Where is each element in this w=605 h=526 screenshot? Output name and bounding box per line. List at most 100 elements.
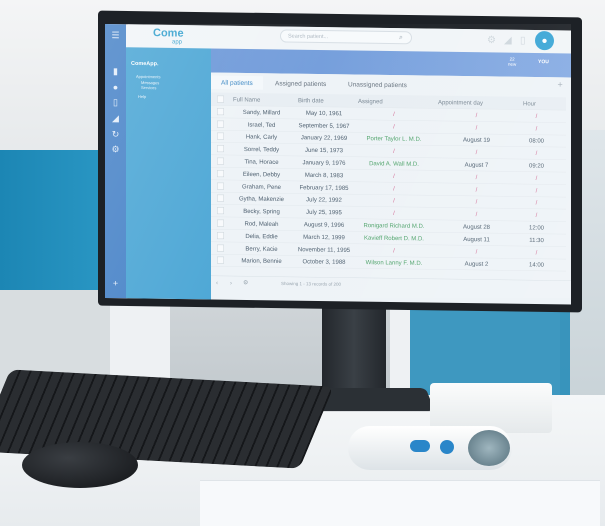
table-cell: Sandy, Millard	[242, 108, 281, 116]
table-cell: August 19	[462, 136, 491, 144]
table-cell: Becky, Spring	[243, 207, 280, 216]
table-cell: Tina, Horace	[244, 157, 279, 166]
file-icon[interactable]: ▯	[113, 97, 118, 108]
table-cell: November 11, 1995	[297, 245, 351, 254]
select-all-checkbox[interactable]	[217, 95, 224, 103]
add-tab-icon[interactable]: +	[557, 79, 563, 90]
table-cell: /	[535, 124, 538, 132]
table-cell: Porter Taylor L. M.D.	[366, 134, 422, 143]
sidebar-item-appointments[interactable]: Appointments	[136, 74, 161, 80]
row-checkbox[interactable]	[217, 244, 224, 252]
table-cell: /	[535, 149, 538, 157]
refresh-icon[interactable]: ↻	[111, 129, 120, 140]
row-checkbox[interactable]	[217, 256, 224, 264]
table-cell: /	[393, 184, 395, 192]
table-cell: /	[393, 172, 395, 180]
row-checkbox[interactable]	[217, 231, 224, 240]
table-cell: May 10, 1961	[305, 109, 343, 117]
table-cell: /	[393, 209, 395, 217]
row-checkbox[interactable]	[217, 182, 224, 190]
document-icon[interactable]: ▯	[520, 34, 526, 46]
white-box	[430, 383, 552, 433]
table-cell: June 15, 1973	[304, 146, 344, 154]
sidebar-item-messages[interactable]: Messages	[141, 80, 160, 86]
avatar[interactable]: ●	[535, 31, 554, 51]
signal-icon[interactable]: ◢	[504, 34, 512, 46]
row-checkbox[interactable]	[217, 170, 224, 178]
column-header[interactable]: Full Name	[233, 95, 261, 103]
table-cell: /	[393, 246, 395, 254]
row-checkbox[interactable]	[217, 207, 224, 215]
table-cell: 14:00	[528, 261, 545, 269]
logo-sub: app	[172, 37, 183, 46]
thermometer-button	[410, 440, 430, 452]
table-cell: Gytha, Makenzie	[238, 195, 285, 203]
menu-icon[interactable]: ☰	[111, 30, 120, 41]
column-header[interactable]: Hour	[523, 99, 537, 107]
table-cell: /	[535, 112, 538, 120]
table-cell: Berry, Kacie	[245, 244, 278, 253]
table-cell: /	[475, 148, 478, 156]
row-checkbox[interactable]	[217, 120, 224, 128]
settings-icon[interactable]: ⚙	[111, 144, 120, 155]
table-cell: /	[393, 122, 395, 130]
chart-icon[interactable]: ◢	[112, 113, 119, 124]
table-cell: Rod, Maleah	[244, 219, 279, 228]
thermometer-sensor	[468, 430, 510, 466]
sidebar-panel	[126, 47, 211, 300]
table-cell: Wilson Lanny F. M.D.	[365, 258, 423, 267]
search-icon[interactable]: ⌕	[399, 32, 403, 41]
table-cell: Marion, Bennie	[241, 257, 282, 265]
row-checkbox[interactable]	[217, 145, 224, 153]
row-checkbox[interactable]	[217, 132, 224, 140]
table-cell: /	[475, 248, 478, 256]
table-cell: August 2	[464, 260, 489, 268]
add-icon[interactable]: +	[112, 278, 119, 289]
table-cell: August 9, 1996	[303, 220, 345, 229]
column-header[interactable]: Assigned	[358, 97, 383, 105]
records-status: Showing 1 - 13 records of 200	[281, 280, 342, 287]
table-cell: October 3, 1988	[302, 257, 346, 266]
column-header[interactable]: Appointment day	[438, 98, 484, 107]
column-header[interactable]: Birth date	[298, 96, 324, 104]
table-cell: /	[475, 186, 478, 194]
table-cell: August 7	[464, 161, 489, 169]
table-cell: Israel, Ted	[247, 120, 276, 129]
table-cell: David A. Wall M.D.	[369, 159, 419, 168]
tab-assigned-patients[interactable]: Assigned patients	[275, 79, 327, 88]
sidebar-item-help[interactable]: Help	[138, 94, 147, 100]
table-cell: March 12, 1999	[303, 233, 345, 241]
table-cell: September 5, 1967	[298, 121, 350, 130]
next-page-icon[interactable]: ›	[230, 279, 232, 287]
icon-rail: ☰ ▮ ● ▯ ◢ ↻ ⚙ +	[105, 24, 126, 299]
thermometer-indicator	[440, 440, 454, 454]
tab-all-patients[interactable]: All patients	[211, 75, 263, 90]
row-checkbox[interactable]	[217, 108, 224, 116]
table-cell: Sorrel, Teddy	[243, 145, 280, 154]
table-cell: /	[535, 174, 538, 182]
row-checkbox[interactable]	[217, 157, 224, 165]
row-checkbox[interactable]	[217, 194, 224, 202]
table-cell: /	[475, 124, 478, 132]
table-cell: 09:20	[528, 161, 545, 170]
prev-page-icon[interactable]: ‹	[216, 279, 218, 287]
table-cell: /	[535, 199, 538, 207]
settings-icon[interactable]: ⚙	[243, 278, 249, 287]
table-cell: Ronigard Richard M.D.	[363, 221, 425, 230]
sidebar-title: ComeApp.	[131, 60, 159, 67]
user-label[interactable]: YOU	[538, 59, 549, 65]
table-cell: March 8, 1983	[304, 171, 344, 179]
sidebar-item-services[interactable]: Services	[141, 85, 157, 91]
document-icon[interactable]: ▮	[113, 66, 118, 77]
logo: Come	[153, 26, 184, 40]
gear-icon[interactable]: ⚙	[487, 34, 496, 46]
table-cell: Delia, Eddie	[245, 232, 278, 240]
user-icon[interactable]: ●	[112, 82, 119, 93]
table-cell: February 17, 1985	[299, 183, 349, 192]
tab-unassigned-patients[interactable]: Unassigned patients	[348, 80, 407, 89]
search-input[interactable]: Search patient...	[280, 29, 412, 45]
row-checkbox[interactable]	[217, 219, 224, 227]
table-cell: July 22, 1992	[306, 196, 342, 204]
new-count[interactable]: 22 new	[508, 57, 516, 67]
table-cell: /	[535, 248, 538, 256]
